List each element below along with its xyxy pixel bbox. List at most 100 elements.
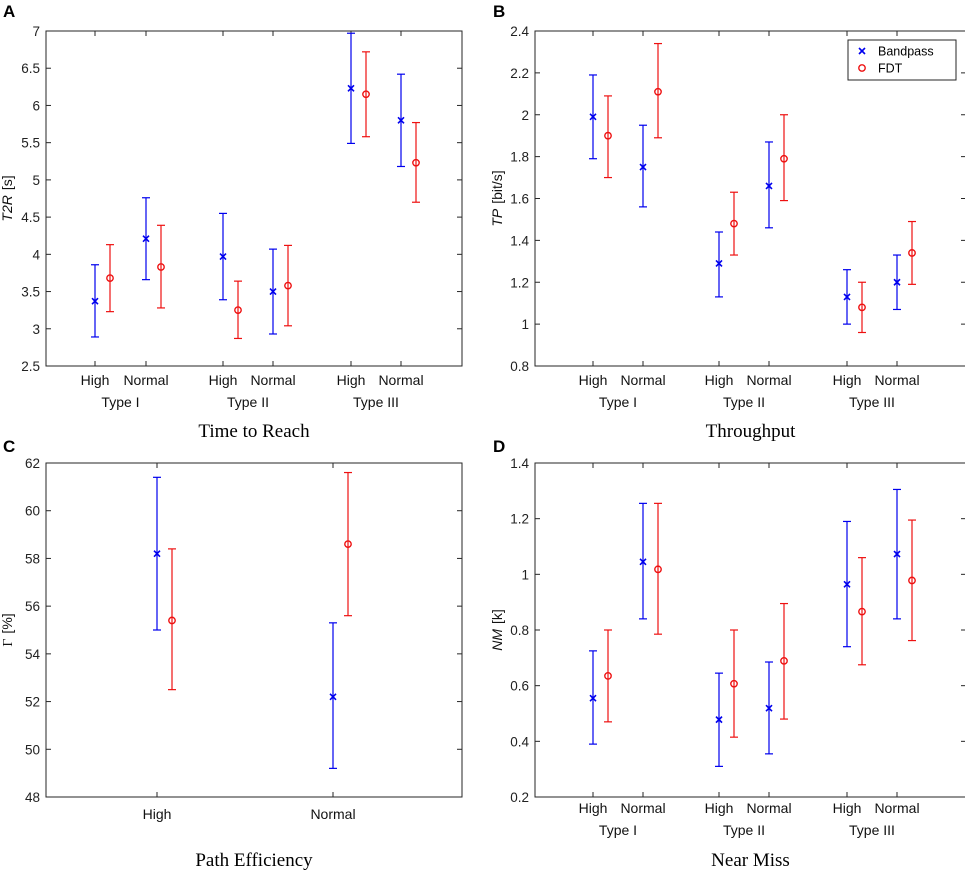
x-category-label: High bbox=[81, 372, 110, 388]
marker-stroke bbox=[639, 558, 647, 566]
y-tick-label: 54 bbox=[25, 647, 41, 662]
y-tick-label: 2.4 bbox=[510, 24, 529, 39]
bandpass-marker-x bbox=[765, 704, 773, 712]
fdt-marker-circle bbox=[858, 607, 866, 616]
y-axis-label: TP [bit/s] bbox=[489, 170, 505, 226]
marker-stroke bbox=[893, 550, 901, 558]
y-tick-label: 52 bbox=[25, 695, 40, 710]
bandpass-marker-x bbox=[843, 293, 851, 301]
fdt-marker-circle bbox=[908, 576, 916, 585]
fdt-marker-circle bbox=[362, 90, 370, 99]
y-tick-label: 1.4 bbox=[510, 456, 529, 471]
bandpass-marker-x bbox=[639, 558, 647, 566]
x-group-label: Type II bbox=[723, 822, 765, 838]
bandpass-marker-x bbox=[269, 287, 277, 296]
marker-stroke bbox=[843, 293, 851, 301]
y-tick-label: 7 bbox=[32, 24, 40, 39]
fdt-marker-circle bbox=[168, 616, 176, 625]
x-category-label: Normal bbox=[123, 372, 168, 388]
y-axis-label-symbol: NM bbox=[489, 629, 505, 651]
y-tick-label: 1 bbox=[521, 317, 529, 332]
y-axis-label-symbol: TP bbox=[489, 208, 505, 227]
y-tick-label: 2 bbox=[521, 108, 529, 123]
y-tick-label: 0.2 bbox=[510, 790, 529, 805]
marker-stroke bbox=[153, 550, 161, 558]
fdt-marker-circle bbox=[654, 565, 662, 574]
x-category-label: High bbox=[833, 372, 862, 388]
x-group-label: Type I bbox=[101, 394, 139, 410]
chart-title: Path Efficiency bbox=[195, 850, 313, 871]
y-tick-label: 6.5 bbox=[21, 61, 40, 76]
bandpass-marker-x bbox=[142, 235, 150, 243]
bandpass-marker-x bbox=[153, 550, 161, 558]
legend-marker-circle bbox=[858, 64, 866, 72]
fdt-marker-circle bbox=[654, 87, 662, 96]
x-category-label: High bbox=[705, 372, 734, 388]
panel-letter: D bbox=[493, 437, 505, 456]
marker-stroke bbox=[639, 163, 647, 171]
marker-stroke bbox=[269, 287, 277, 296]
y-axis-label: NM [k] bbox=[489, 609, 505, 651]
bandpass-marker-x bbox=[843, 580, 851, 588]
bandpass-marker-x bbox=[589, 113, 597, 121]
x-category-label: High bbox=[143, 806, 172, 822]
y-axis-label-unit: [s] bbox=[0, 175, 15, 190]
bandpass-marker-x bbox=[893, 550, 901, 558]
panel-a: A 2.5 3 3.5 4 4.5 5 5.5 6 6.5 7 High Normal High Norma… bbox=[0, 2, 463, 442]
y-tick-label: 48 bbox=[25, 790, 40, 805]
fdt-marker-circle bbox=[284, 281, 292, 290]
x-group-label: Type II bbox=[227, 394, 269, 410]
y-tick-label: 5.5 bbox=[21, 136, 40, 151]
bandpass-marker-x bbox=[329, 693, 337, 701]
fdt-marker-circle bbox=[106, 274, 114, 283]
marker-stroke bbox=[843, 580, 851, 588]
y-tick-label: 60 bbox=[25, 504, 40, 519]
fdt-marker-circle bbox=[730, 219, 738, 228]
legend-label: FDT bbox=[878, 62, 903, 76]
x-group-label: Type I bbox=[599, 394, 637, 410]
y-tick-label: 58 bbox=[25, 551, 40, 566]
y-tick-label: 0.8 bbox=[510, 359, 529, 374]
y-tick-label: 1 bbox=[521, 567, 529, 582]
fdt-marker-circle bbox=[344, 540, 352, 549]
legend-label: Bandpass bbox=[878, 45, 934, 59]
y-tick-label: 3 bbox=[32, 322, 40, 337]
marker-stroke bbox=[397, 116, 405, 124]
panel-d: D 0.2 0.4 0.6 0.8 1 1.2 1.4 High Normal High Normal… bbox=[489, 437, 965, 871]
fdt-marker-circle bbox=[908, 249, 916, 257]
chart-title: Near Miss bbox=[711, 850, 790, 871]
y-axis-label-symbol: Γ bbox=[1, 639, 16, 647]
y-tick-label: 1.4 bbox=[510, 233, 529, 248]
x-category-label: Normal bbox=[250, 372, 295, 388]
y-axis-label-unit: [bit/s] bbox=[489, 170, 505, 203]
x-group-label: Type I bbox=[599, 822, 637, 838]
x-category-label: Normal bbox=[620, 372, 665, 388]
bandpass-marker-x bbox=[219, 253, 227, 261]
fdt-marker-circle bbox=[157, 263, 165, 271]
fdt-marker-circle bbox=[604, 672, 612, 680]
x-category-label: High bbox=[337, 372, 366, 388]
y-tick-label: 1.2 bbox=[510, 512, 529, 527]
panel-letter: B bbox=[493, 2, 505, 21]
legend-box bbox=[847, 39, 957, 81]
y-tick-label: 6 bbox=[32, 98, 40, 113]
fdt-marker-circle bbox=[412, 158, 420, 167]
y-axis-label-unit: [%] bbox=[0, 613, 15, 633]
chart-title: Time to Reach bbox=[198, 421, 310, 442]
y-tick-label: 4.5 bbox=[21, 210, 40, 225]
y-tick-label: 0.8 bbox=[510, 623, 529, 638]
marker-stroke bbox=[765, 704, 773, 712]
y-axis-label: T2R [s] bbox=[0, 175, 15, 221]
y-tick-label: 0.4 bbox=[510, 734, 529, 749]
legend: Bandpass FDT bbox=[847, 39, 957, 81]
y-tick-label: 3.5 bbox=[21, 285, 40, 300]
marker-stroke bbox=[765, 182, 773, 190]
fdt-marker-circle bbox=[780, 656, 788, 665]
x-category-label: High bbox=[833, 800, 862, 816]
marker-stroke bbox=[589, 113, 597, 121]
fdt-marker-circle bbox=[604, 131, 612, 140]
panel-letter: A bbox=[3, 2, 15, 21]
axes-box bbox=[45, 30, 463, 367]
marker-stroke bbox=[347, 84, 355, 92]
